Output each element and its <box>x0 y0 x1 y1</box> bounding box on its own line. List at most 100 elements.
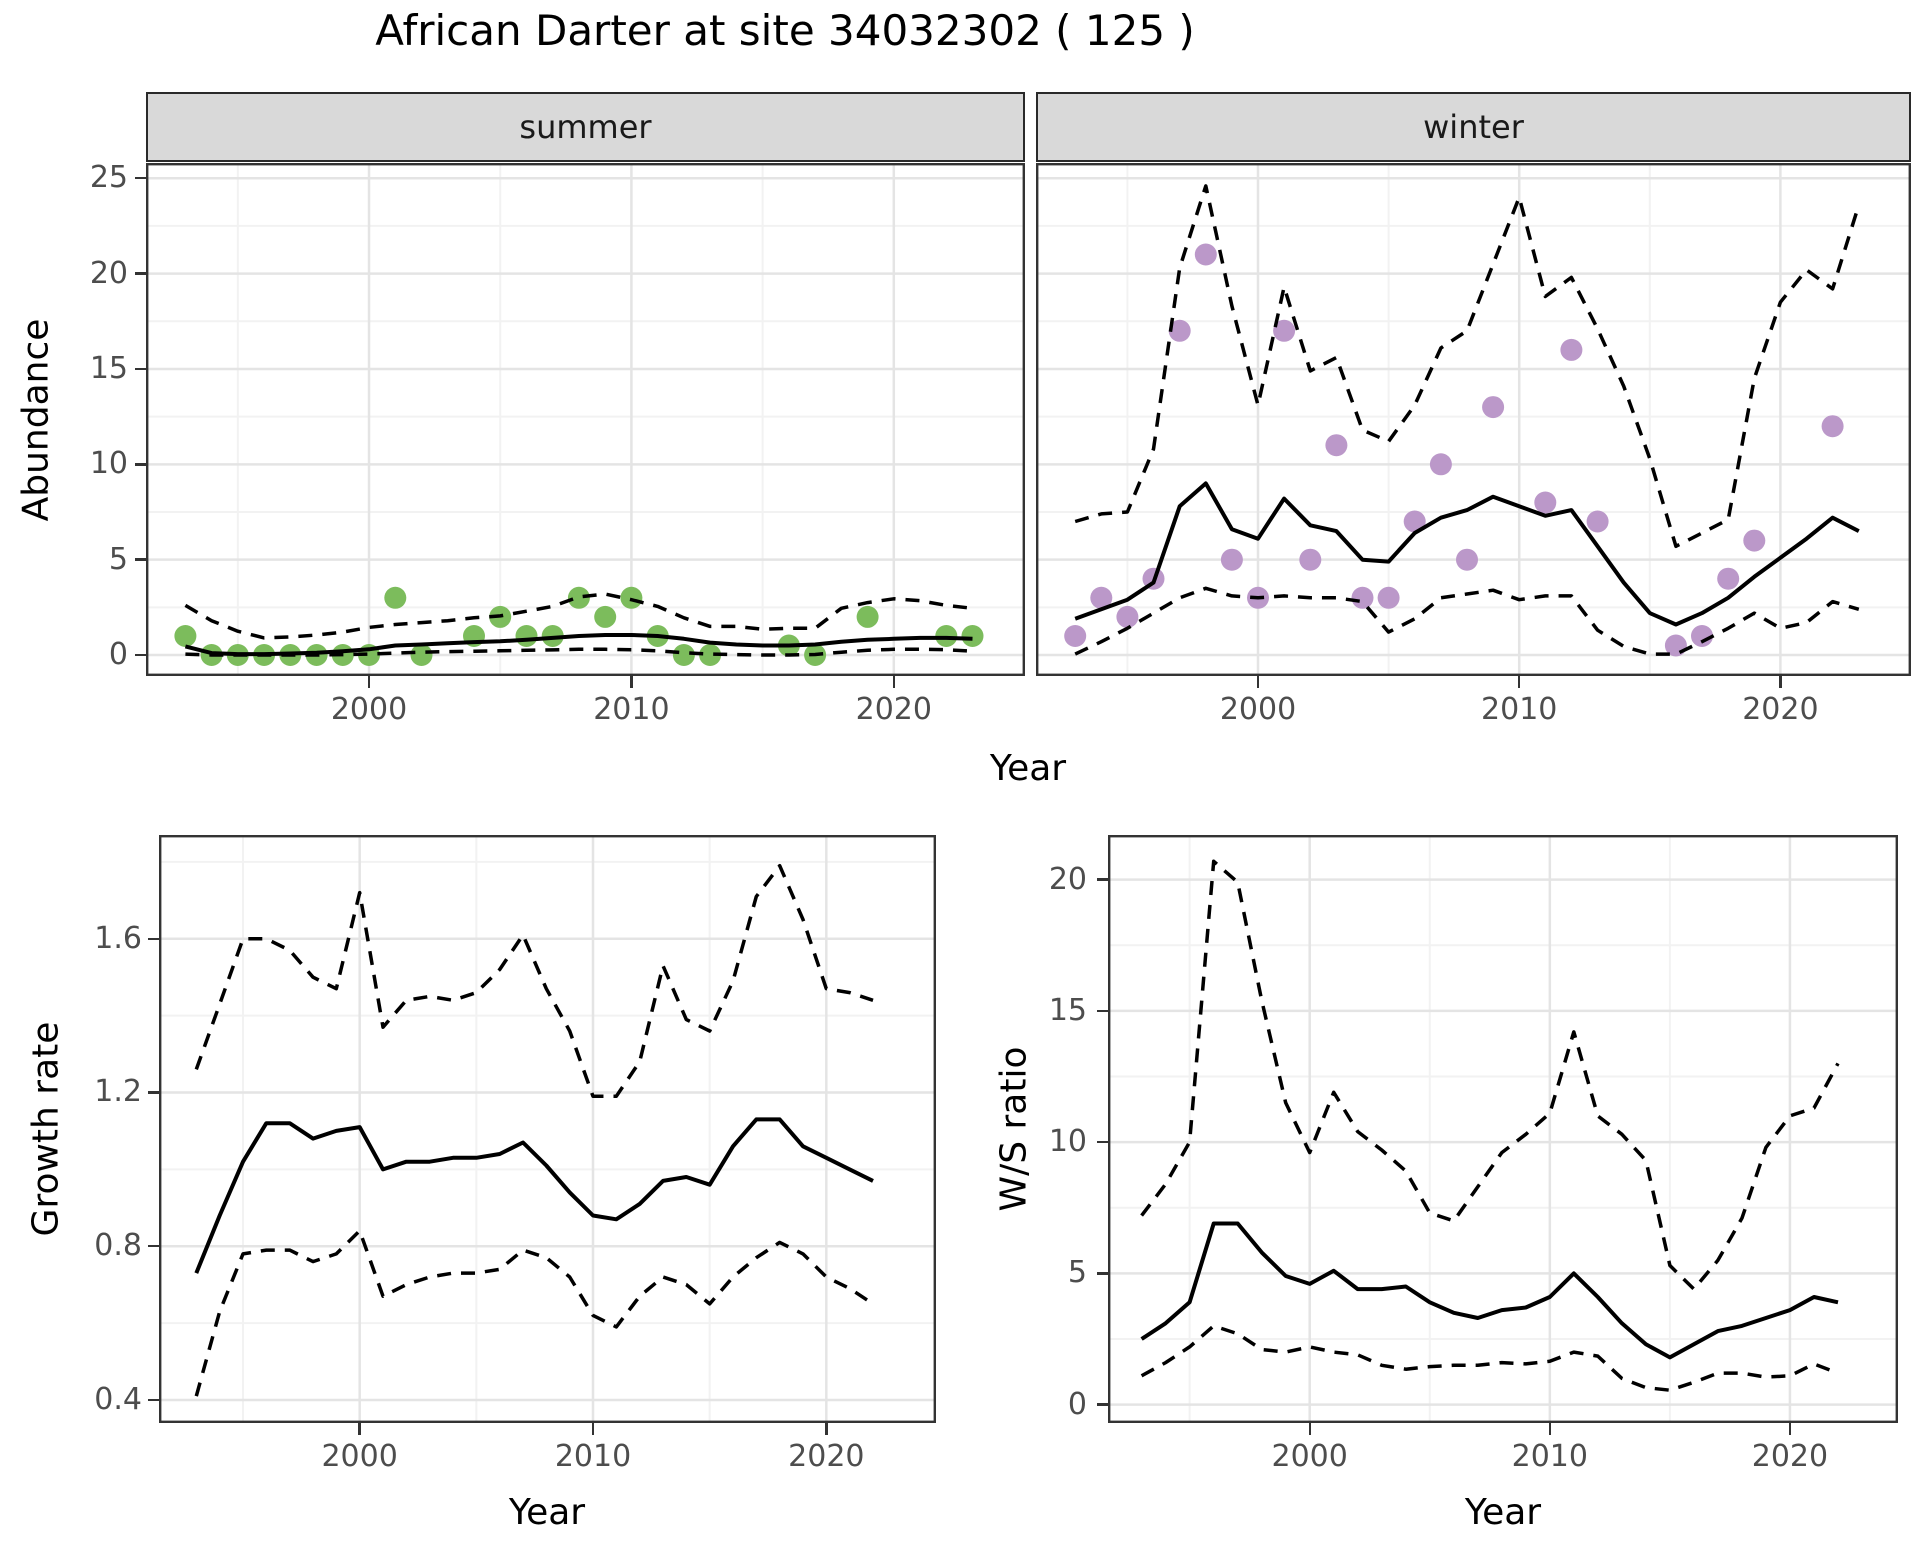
y-tick-mark <box>135 558 146 561</box>
data-point <box>1064 625 1087 647</box>
y-tick-label: 1.2 <box>94 1074 142 1110</box>
y-tick-label: 0.4 <box>94 1381 142 1417</box>
data-point <box>1116 605 1139 628</box>
y-tick-label: 0.8 <box>94 1228 142 1264</box>
ws-year-axis-title: Year <box>1464 1492 1542 1533</box>
panel-background <box>1036 163 1911 676</box>
panel-border <box>146 163 1025 676</box>
y-tick-mark <box>1097 1009 1108 1013</box>
data-point <box>1560 338 1583 361</box>
data-point <box>699 644 722 666</box>
x-tick-label: 2010 <box>1511 1439 1588 1474</box>
series-fit <box>1074 481 1860 627</box>
y-tick-label: 20 <box>1048 861 1087 897</box>
data-point <box>1090 586 1113 609</box>
data-point <box>1743 529 1766 552</box>
data-point <box>567 586 590 609</box>
x-tick-mark <box>1779 676 1782 688</box>
top-year-axis-title: Year <box>989 748 1067 789</box>
series-lower_ci <box>194 1229 874 1397</box>
y-tick-mark <box>1097 1403 1108 1406</box>
x-tick-mark <box>892 676 895 688</box>
data-point <box>1691 625 1713 647</box>
data-point <box>1821 415 1844 438</box>
x-tick-mark <box>1256 676 1260 688</box>
series-lower_ci <box>1074 586 1860 656</box>
data-point <box>410 644 433 666</box>
ws-panel <box>1108 835 1898 1423</box>
x-tick-label: 2010 <box>1481 692 1558 727</box>
figure-title: African Darter at site 34032302 ( 125 ) <box>375 6 1195 55</box>
y-tick-label: 10 <box>1048 1124 1087 1160</box>
y-tick-mark <box>148 1398 159 1402</box>
data-point <box>1403 510 1426 533</box>
facet-strip-summer: summer <box>146 92 1025 162</box>
y-tick-mark <box>135 177 146 180</box>
panel-background <box>1108 835 1898 1423</box>
data-point <box>961 625 984 647</box>
panel-border <box>1108 835 1898 1423</box>
y-tick-label: 0 <box>1067 1386 1087 1422</box>
y-tick-label: 5 <box>1067 1255 1087 1291</box>
data-point <box>1456 548 1478 571</box>
series-upper_ci <box>1140 859 1840 1291</box>
x-tick-label: 2010 <box>554 1439 632 1474</box>
y-tick-mark <box>1097 1140 1108 1144</box>
winter-panel <box>1036 163 1911 676</box>
data-point <box>594 605 617 628</box>
x-tick-mark <box>358 1423 361 1435</box>
x-tick-label: 2020 <box>1742 692 1819 727</box>
x-tick-label: 2020 <box>1751 1439 1829 1474</box>
data-point <box>1351 586 1374 609</box>
y-tick-mark <box>1097 1272 1108 1275</box>
data-point <box>1534 491 1557 514</box>
y-tick-mark <box>148 1091 159 1094</box>
panel-border <box>1036 163 1911 676</box>
x-tick-mark <box>630 676 633 688</box>
y-tick-label: 20 <box>89 255 128 291</box>
data-point <box>174 625 197 647</box>
y-tick-mark <box>1097 878 1108 881</box>
series-upper_ci <box>194 863 874 1099</box>
data-point <box>1429 453 1452 476</box>
abundance-axis-title: Abundance <box>15 318 57 522</box>
y-tick-label: 15 <box>89 350 128 386</box>
facet-strip-winter-label: winter <box>1423 108 1524 146</box>
y-tick-label: 0 <box>108 637 128 673</box>
data-point <box>620 586 643 609</box>
y-tick-label: 1.6 <box>94 920 142 956</box>
growth-panel <box>159 835 936 1423</box>
y-tick-mark <box>148 1245 159 1248</box>
x-tick-mark <box>1518 676 1521 688</box>
y-tick-label: 15 <box>1048 992 1087 1028</box>
x-tick-label: 2020 <box>788 1439 865 1474</box>
data-point <box>1168 319 1191 342</box>
y-tick-mark <box>148 937 159 940</box>
x-tick-label: 2000 <box>321 1439 398 1474</box>
data-point <box>1273 319 1296 342</box>
y-tick-label: 5 <box>108 541 128 577</box>
facet-strip-summer-label: summer <box>519 108 652 146</box>
x-tick-mark <box>1548 1423 1551 1435</box>
data-point <box>1194 243 1217 266</box>
x-tick-mark <box>1308 1423 1311 1435</box>
series-fit <box>184 633 973 657</box>
panel-background <box>159 835 936 1423</box>
series-lower_ci <box>185 647 973 657</box>
y-tick-label: 10 <box>89 446 128 482</box>
x-tick-label: 2020 <box>855 692 932 727</box>
x-tick-label: 2000 <box>330 692 408 727</box>
y-tick-mark <box>135 367 146 371</box>
growth-year-axis-title: Year <box>508 1492 586 1533</box>
data-point <box>515 625 538 647</box>
panel-border <box>159 835 936 1423</box>
data-point <box>1299 548 1322 571</box>
summer-panel <box>146 163 1025 676</box>
data-point <box>672 644 695 666</box>
y-tick-mark <box>135 272 146 275</box>
x-tick-label: 2000 <box>1219 692 1297 727</box>
x-tick-label: 2010 <box>593 692 670 727</box>
data-point <box>1325 434 1348 457</box>
y-tick-mark <box>135 653 146 657</box>
data-point <box>856 605 879 628</box>
